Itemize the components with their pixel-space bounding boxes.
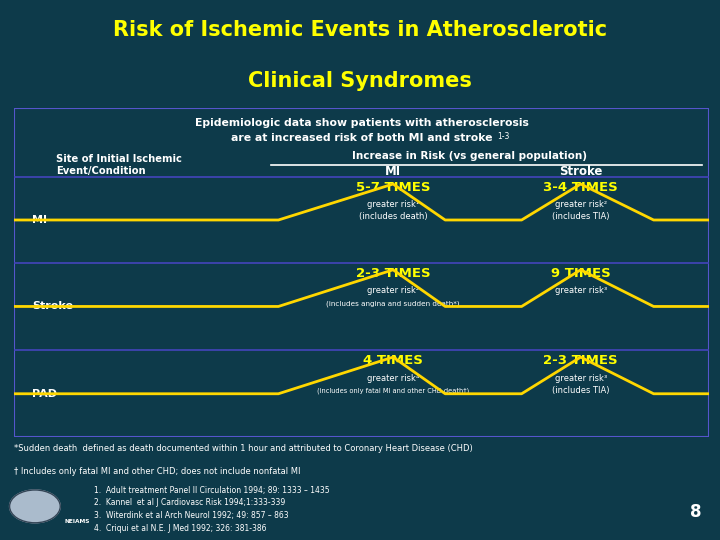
Text: 2-3 TIMES: 2-3 TIMES [544, 354, 618, 367]
Text: 3-4 TIMES: 3-4 TIMES [544, 180, 618, 193]
Text: (includes angina and sudden death*): (includes angina and sudden death*) [326, 301, 460, 307]
Text: Clinical Syndromes: Clinical Syndromes [248, 71, 472, 91]
Text: 2-3 TIMES: 2-3 TIMES [356, 267, 431, 280]
Text: Risk of Ischemic Events in Atherosclerotic: Risk of Ischemic Events in Atherosclerot… [113, 20, 607, 40]
Text: Site of Initial Ischemic: Site of Initial Ischemic [56, 154, 182, 164]
Text: NEIAMS: NEIAMS [64, 519, 89, 524]
Text: 9 TIMES: 9 TIMES [551, 267, 611, 280]
Text: *Sudden death  defined as death documented within 1 hour and attributed to Coron: *Sudden death defined as death documente… [14, 444, 473, 454]
Text: Epidemiologic data show patients with atherosclerosis: Epidemiologic data show patients with at… [195, 118, 528, 128]
Text: 1.  Adult treatment Panel II Circulation 1994; 89: 1333 – 1435: 1. Adult treatment Panel II Circulation … [94, 487, 329, 496]
Text: 1-3: 1-3 [498, 132, 510, 141]
Text: greater risk³: greater risk³ [554, 374, 607, 383]
Text: 2.  Kannel  et al J Cardiovasc Risk 1994;1:333-339: 2. Kannel et al J Cardiovasc Risk 1994;1… [94, 498, 285, 507]
Text: 3.  Witerdink et al Arch Neurol 1992; 49: 857 – 863: 3. Witerdink et al Arch Neurol 1992; 49:… [94, 511, 288, 519]
Text: are at increased risk of both MI and stroke: are at increased risk of both MI and str… [231, 133, 492, 143]
Text: 5-7 TIMES: 5-7 TIMES [356, 180, 431, 193]
Text: 8: 8 [690, 503, 701, 521]
Text: greater risk²: greater risk² [554, 200, 607, 209]
Text: † Includes only fatal MI and other CHD; does not include nonfatal MI: † Includes only fatal MI and other CHD; … [14, 467, 301, 476]
Text: (includes death): (includes death) [359, 212, 428, 221]
Text: Stroke: Stroke [32, 301, 73, 312]
Text: Increase in Risk (vs general population): Increase in Risk (vs general population) [352, 151, 587, 161]
Circle shape [9, 490, 60, 523]
Text: greater risk²: greater risk² [367, 287, 419, 295]
Text: Event/Condition: Event/Condition [56, 166, 145, 176]
Text: MI: MI [385, 165, 401, 178]
Text: Stroke: Stroke [559, 165, 603, 178]
Text: greater risk¹: greater risk¹ [367, 200, 419, 209]
Text: MI: MI [32, 215, 47, 225]
Text: (includes TIA): (includes TIA) [552, 212, 609, 221]
Text: (includes only fatal MI and other CHD death†): (includes only fatal MI and other CHD de… [317, 388, 469, 394]
Text: 4 TIMES: 4 TIMES [363, 354, 423, 367]
Text: 4.  Criqui et al N.E. J Med 1992; 326: 381-386: 4. Criqui et al N.E. J Med 1992; 326: 38… [94, 524, 266, 533]
Text: (includes TIA): (includes TIA) [552, 386, 609, 395]
Text: PAD: PAD [32, 389, 57, 399]
Text: greater risk³: greater risk³ [554, 287, 607, 295]
Text: greater risk⁴: greater risk⁴ [367, 374, 419, 383]
